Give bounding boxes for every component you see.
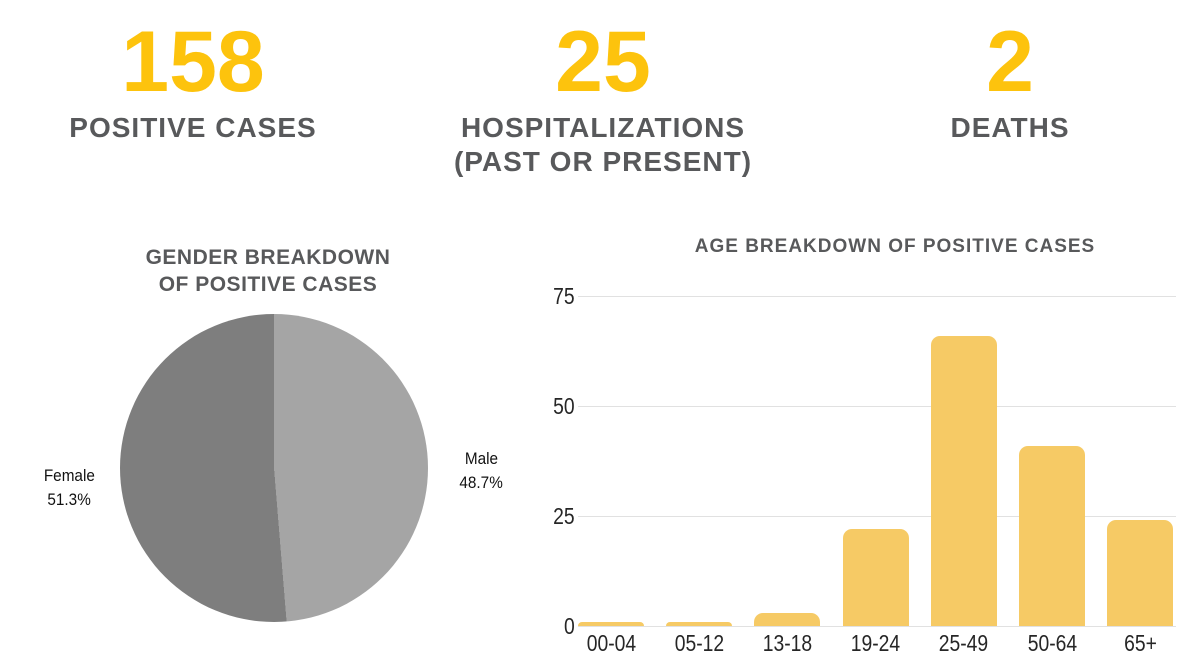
x-tick-label-19-24: 19-24 (832, 630, 920, 656)
hospitalizations-sublabel: (PAST OR PRESENT) (453, 146, 753, 177)
x-tick-text: 13-18 (762, 630, 813, 656)
y-tick-text: 25 (553, 503, 575, 529)
positive-cases-value: 158 (121, 14, 265, 110)
gender-pie-chart (120, 314, 428, 622)
hospitalizations-label: HOSPITALIZATIONS (460, 112, 746, 143)
y-tick-text: 0 (564, 613, 575, 639)
x-tick-label-65+: 65+ (1096, 630, 1184, 656)
y-tick-label-0: 0 (505, 612, 575, 640)
male-percent-text: 48.7% (459, 473, 503, 492)
deaths-label: DEATHS (950, 112, 1070, 143)
deaths-value: 2 (986, 14, 1034, 110)
y-tick-label-50: 50 (505, 392, 575, 420)
x-tick-text: 00-04 (586, 630, 636, 656)
x-tick-label-05-12: 05-12 (655, 630, 743, 656)
bar-25-49 (930, 335, 997, 626)
y-tick-text: 50 (553, 393, 575, 419)
x-tick-text: 65+ (1123, 630, 1157, 656)
bar-13-18 (754, 612, 821, 626)
bar-00-04 (578, 621, 644, 626)
pie-chart-title: GENDER BREAKDOWN OF POSITIVE CASES (145, 246, 391, 296)
x-tick-text: 05-12 (674, 630, 724, 656)
x-tick-text: 19-24 (850, 630, 901, 656)
bar-chart-title: AGE BREAKDOWN OF POSITIVE CASES (694, 236, 1096, 257)
x-tick-label-50-64: 50-64 (1008, 630, 1096, 656)
bar-19-24 (842, 529, 909, 626)
gridline-50 (578, 406, 1176, 407)
stat-hospitalizations: 25 HOSPITALIZATIONS (PAST OR PRESENT) (413, 18, 793, 178)
female-label-text: Female (43, 466, 95, 485)
gridline-0 (578, 626, 1176, 627)
x-tick-label-13-18: 13-18 (743, 630, 831, 656)
hospitalizations-value: 25 (555, 14, 651, 110)
y-tick-label-75: 75 (505, 282, 575, 310)
stat-deaths: 2 DEATHS (820, 18, 1200, 144)
stat-positive-cases: 158 POSITIVE CASES (3, 18, 383, 144)
bar-50-64 (1019, 445, 1085, 626)
male-label-text: Male (464, 449, 498, 468)
pie-label-male: Male 48.7% (426, 447, 536, 495)
female-percent-text: 51.3% (47, 490, 91, 509)
bar-chart-plot-area (578, 296, 1176, 627)
x-tick-text: 50-64 (1027, 630, 1077, 656)
x-tick-label-00-04: 00-04 (567, 630, 655, 656)
gridline-25 (578, 516, 1176, 517)
gridline-75 (578, 296, 1176, 297)
y-tick-label-25: 25 (505, 502, 575, 530)
x-tick-label-25-49: 25-49 (920, 630, 1008, 656)
bar-05-12 (666, 621, 733, 626)
y-tick-text: 75 (553, 283, 575, 309)
positive-cases-label: POSITIVE CASES (69, 112, 317, 143)
x-tick-text: 25-49 (939, 630, 989, 656)
bar-65+ (1107, 520, 1174, 626)
pie-label-female: Female 51.3% (14, 464, 124, 512)
